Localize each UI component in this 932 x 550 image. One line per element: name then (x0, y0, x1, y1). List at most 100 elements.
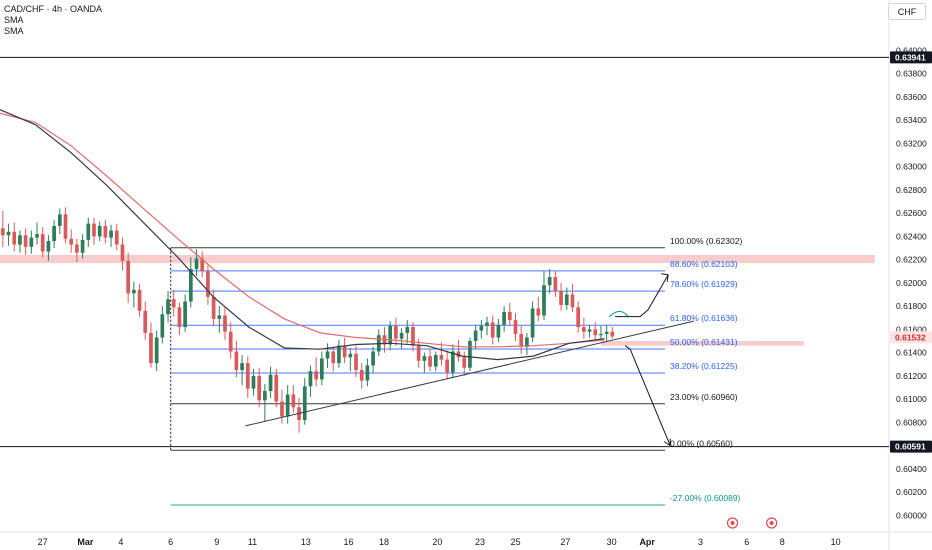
x-tick-label: 11 (248, 537, 257, 547)
candle-body (57, 214, 62, 226)
candle-body (314, 371, 318, 380)
candle-body (166, 299, 170, 315)
price-label: 0.63941 (895, 52, 926, 62)
candle-body (610, 331, 615, 337)
fib-level-label: -27.00% (0.60089) (670, 493, 741, 503)
candle-body (143, 310, 148, 333)
y-tick-label: 0.64000 (896, 45, 927, 55)
candle-body (399, 332, 404, 339)
y-tick-label: 0.60200 (896, 487, 927, 497)
sma-slow-line (0, 112, 605, 348)
candle-body (0, 228, 5, 236)
candle-body (223, 315, 227, 332)
x-tick-label: 23 (475, 537, 485, 547)
candle-body (63, 214, 68, 239)
resistance-zone (600, 341, 804, 346)
candle-body (40, 234, 45, 252)
arrow-head-up (661, 273, 669, 282)
candle-body (302, 386, 307, 421)
candle-body (359, 370, 364, 381)
candle-body (570, 294, 575, 308)
candle-body (564, 294, 569, 305)
candle-body (468, 341, 472, 368)
fib-level-label: 88.60% (0.62103) (670, 259, 738, 269)
candle-body (171, 299, 176, 308)
candle-body (137, 289, 142, 311)
sma-fast-line (0, 109, 605, 361)
candle-body (29, 237, 34, 247)
candle-body (188, 268, 193, 302)
x-tick-label: 16 (343, 537, 353, 547)
candle-body (228, 331, 233, 352)
x-tick-label: 3 (698, 537, 703, 547)
candle-body (593, 329, 598, 336)
candle-body (525, 337, 529, 347)
economic-event-dot (730, 521, 735, 525)
candle-body (331, 351, 336, 364)
candle-body (23, 235, 28, 247)
candle-body (251, 375, 256, 389)
candle-body (371, 351, 375, 366)
candle-body (337, 345, 341, 364)
candle-body (342, 345, 347, 358)
x-tick-label: 6 (168, 537, 173, 547)
x-tick-label: 18 (379, 537, 389, 547)
arc-marker (608, 310, 629, 317)
y-tick-label: 0.61000 (896, 394, 927, 404)
candle-body (507, 311, 512, 321)
y-tick-label: 0.61200 (896, 371, 927, 381)
y-tick-label: 0.62000 (896, 278, 927, 288)
candle-body (92, 223, 96, 237)
candle-body (46, 241, 51, 252)
sma-indicator-1[interactable]: SMA (4, 15, 24, 25)
candle-body (194, 258, 199, 269)
candle-body (428, 356, 432, 367)
candle-body (547, 277, 552, 286)
candle-body (160, 314, 165, 338)
candle-body (109, 230, 113, 238)
support-trendline (245, 320, 694, 427)
candle-body (450, 351, 455, 373)
y-tick-label: 0.60800 (896, 417, 927, 427)
x-tick-label: 9 (214, 537, 219, 547)
candle-body (394, 325, 398, 339)
y-tick-label: 0.61600 (896, 324, 927, 334)
candle-body (599, 334, 603, 336)
candle-body (268, 374, 273, 391)
candle-body (69, 238, 74, 245)
candle-body (319, 358, 324, 380)
candle-body (126, 260, 131, 294)
price-label-box (890, 440, 932, 453)
economic-event-dot (769, 521, 774, 525)
candle-body (211, 296, 216, 319)
candle-body (354, 353, 358, 371)
candle-body (559, 291, 563, 305)
x-tick-label: Mar (77, 537, 94, 547)
chart-legend: CAD/CHF · 4h · OANDA SMA SMA (4, 4, 102, 37)
y-tick-label: 0.60400 (896, 464, 927, 474)
symbol-title[interactable]: CAD/CHF · 4h · OANDA (4, 4, 103, 14)
candle-body (35, 234, 39, 238)
x-tick-label: 27 (38, 537, 48, 547)
candle-body (6, 231, 11, 236)
sma-indicator-2[interactable]: SMA (4, 26, 24, 36)
candle-body (473, 330, 478, 342)
candle-body (553, 277, 558, 292)
candle-body (80, 239, 85, 253)
candle-body (462, 357, 467, 368)
candle-body (445, 359, 450, 373)
candle-body (200, 258, 205, 272)
candle-body (149, 332, 153, 364)
fib-level-label: 100.00% (0.62302) (670, 236, 742, 246)
y-tick-label: 0.61400 (896, 348, 927, 358)
candle-body (114, 230, 119, 245)
candle-body (542, 285, 546, 316)
y-tick-label: 0.63800 (896, 69, 927, 79)
bearish-projection-arrow (624, 345, 671, 446)
candle-body (103, 225, 108, 238)
candle-body (405, 327, 410, 333)
currency-button[interactable]: CHF (888, 3, 926, 20)
candle-body (576, 307, 581, 328)
x-tick-label: 10 (831, 537, 841, 547)
